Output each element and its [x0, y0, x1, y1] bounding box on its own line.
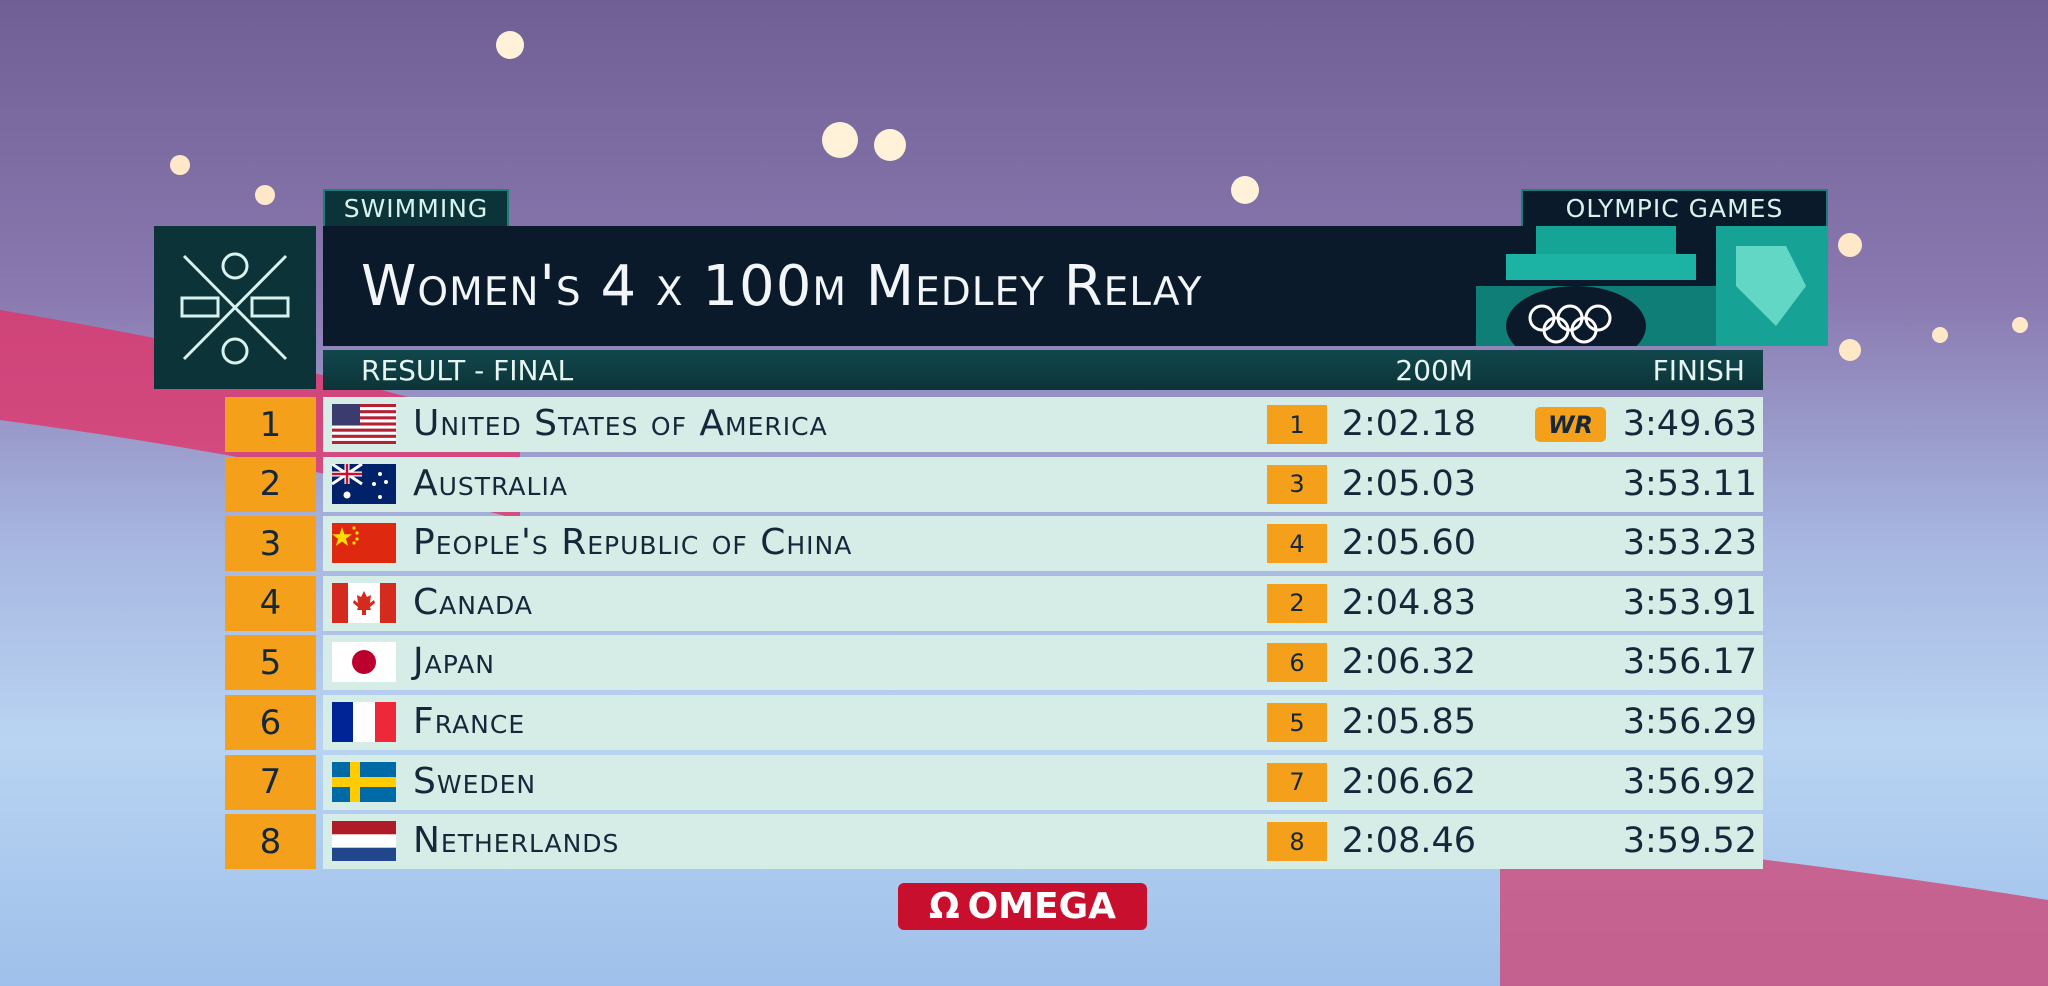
- finish-time: 3:53.23: [1622, 523, 1757, 564]
- country-flag: [332, 523, 396, 564]
- finish-time: 3:56.17: [1622, 642, 1757, 683]
- split-time: 2:05.60: [1341, 523, 1476, 564]
- split-rank: 2: [1267, 583, 1327, 623]
- split-time: 2:06.32: [1341, 642, 1476, 683]
- country-name: France: [413, 701, 526, 742]
- country-name: People's Republic of China: [413, 522, 853, 564]
- finish-time: 3:53.91: [1622, 582, 1757, 623]
- country-flag: [332, 821, 396, 862]
- rank-box: 4: [225, 575, 316, 631]
- rank-box: 7: [225, 754, 316, 810]
- result-row: [323, 575, 1763, 631]
- flag-graphic: [331, 462, 396, 504]
- split-rank: 6: [1267, 643, 1327, 683]
- split-time: 2:06.62: [1341, 761, 1476, 802]
- rank-box: 8: [225, 814, 316, 870]
- country-name: Sweden: [413, 760, 537, 802]
- split-time: 2:04.83: [1341, 582, 1476, 623]
- country-name: United States of America: [413, 403, 828, 444]
- finish-time: 3:56.92: [1622, 761, 1757, 802]
- country-name: Japan: [413, 641, 495, 683]
- flag-graphic: [332, 523, 396, 564]
- split-rank: 4: [1267, 524, 1327, 564]
- result-row: [323, 695, 1763, 750]
- split-time: 2:02.18: [1341, 404, 1476, 444]
- sport-tab: SWIMMING: [323, 189, 509, 226]
- country-name: Canada: [413, 581, 533, 623]
- split-header: 200M: [1395, 354, 1473, 387]
- finish-header: FINISH: [1652, 354, 1745, 387]
- finish-time: 3:56.29: [1622, 702, 1757, 742]
- finish-time: 3:53.11: [1622, 463, 1757, 504]
- split-rank: 5: [1267, 703, 1327, 742]
- result-row: [323, 635, 1763, 691]
- stage-label: RESULT - FINAL: [361, 354, 574, 387]
- split-rank: 1: [1267, 405, 1327, 444]
- record-badge: WR: [1535, 407, 1606, 442]
- split-time: 2:05.85: [1341, 702, 1476, 742]
- sport-icon: [154, 226, 316, 389]
- omega-symbol: Ω: [928, 886, 960, 927]
- result-row: [323, 456, 1763, 512]
- country-flag: [332, 642, 396, 683]
- flag-graphic: [332, 761, 396, 802]
- flag-graphic: [332, 702, 396, 742]
- rank-box: 3: [225, 516, 316, 572]
- split-rank: 7: [1267, 762, 1327, 802]
- split-rank: 8: [1267, 822, 1327, 862]
- sponsor-name: OMEGA: [967, 886, 1117, 927]
- result-row: [323, 397, 1763, 452]
- country-flag: [331, 462, 396, 504]
- country-flag: [332, 582, 396, 623]
- finish-time: 3:59.52: [1622, 821, 1757, 862]
- result-row: [323, 754, 1763, 810]
- country-name: Australia: [413, 462, 568, 504]
- rank-box: 1: [225, 397, 316, 452]
- sponsor-logo: Ω OMEGA: [898, 883, 1147, 930]
- split-time: 2:08.46: [1341, 821, 1476, 862]
- flag-graphic: [332, 642, 396, 683]
- brand-tab: OLYMPIC GAMES: [1521, 189, 1828, 226]
- rank-box: 2: [225, 456, 316, 512]
- result-row: [323, 814, 1763, 870]
- subheader: RESULT - FINAL 200M FINISH: [323, 350, 1763, 390]
- country-flag: [332, 702, 396, 742]
- country-flag: [332, 404, 396, 444]
- split-time: 2:05.03: [1341, 463, 1476, 504]
- flag-graphic: [332, 582, 396, 623]
- flag-graphic: [332, 404, 396, 444]
- country-flag: [332, 761, 396, 802]
- rank-box: 5: [225, 635, 316, 691]
- olympic-graphic: [1476, 226, 1828, 346]
- rank-box: 6: [225, 695, 316, 750]
- result-row: [323, 516, 1763, 572]
- finish-time: 3:49.63: [1622, 404, 1757, 444]
- split-rank: 3: [1267, 464, 1327, 504]
- country-name: Netherlands: [413, 820, 620, 862]
- flag-graphic: [332, 821, 396, 862]
